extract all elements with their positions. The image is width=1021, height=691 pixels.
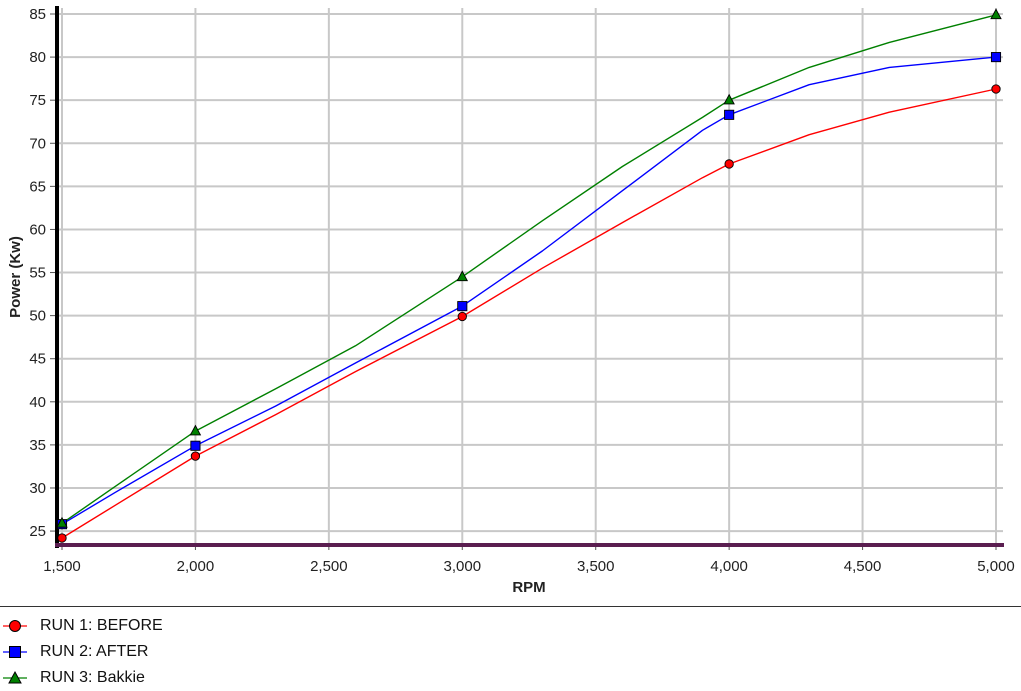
data-point-triangle [456, 270, 469, 282]
power-rpm-chart: 1,500 2,000 2,500 3,000 3,500 4,000 4,500 5,000… [0, 6, 1021, 607]
legend-item-run3[interactable]: RUN 3: Bakkie [0, 666, 400, 690]
y-tick-label: 60 [29, 221, 46, 238]
data-point-triangle [56, 516, 68, 528]
legend-item-run1[interactable]: RUN 1: BEFORE [0, 614, 400, 638]
y-tick-label: 75 [29, 92, 46, 109]
series-line-triangle [61, 14, 997, 524]
y-tick-label: 85 [29, 6, 46, 23]
x-tick-label: 4,500 [844, 558, 882, 575]
legend-label-run3: RUN 3: Bakkie [40, 669, 145, 686]
x-axis-title: RPM [512, 579, 545, 596]
data-point-circle [457, 311, 467, 322]
axes [0, 6, 1021, 607]
series-line-circle [61, 88, 997, 539]
data-point-circle [190, 451, 201, 461]
y-axis-title: Power (Kw) [7, 236, 24, 318]
legend-label-run2: RUN 2: AFTER [40, 643, 149, 660]
y-tick-label: 70 [29, 135, 46, 152]
x-tick-label: 4,000 [710, 558, 748, 575]
series-line-square [61, 56, 997, 525]
y-tick-label: 40 [29, 394, 46, 411]
y-tick-label: 80 [29, 49, 46, 66]
data-point-circle [724, 159, 734, 169]
data-point-square [724, 109, 735, 120]
legend-item-run2[interactable]: RUN 2: AFTER [0, 640, 400, 664]
legend-label-run1: RUN 1: BEFORE [40, 617, 163, 634]
legend: RUN 1: BEFORE RUN 2: AFTER RUN 3: Bakkie [0, 608, 1021, 691]
tick-labels: 1,500 2,000 2,500 3,000 3,500 4,000 4,500 5,000… [29, 6, 1014, 575]
y-tick-label: 30 [29, 480, 46, 497]
blue-square-marker-icon [3, 646, 27, 658]
y-tick-label: 50 [29, 308, 46, 325]
y-tick-label: 55 [29, 265, 46, 282]
y-tick-label: 65 [29, 178, 46, 195]
green-triangle-marker-icon [3, 670, 27, 684]
data-series [56, 8, 1002, 543]
y-tick-label: 25 [29, 523, 46, 540]
data-point-triangle [189, 424, 202, 436]
x-tick-label: 3,000 [444, 558, 482, 575]
x-tick-label: 5,000 [977, 558, 1015, 575]
data-point-circle [57, 533, 67, 543]
x-tick-label: 2,500 [310, 558, 348, 575]
data-point-square [457, 301, 468, 312]
data-point-triangle [723, 93, 735, 105]
data-point-square [990, 52, 1002, 63]
y-tick-label: 45 [29, 351, 46, 368]
y-tick-label: 35 [29, 437, 46, 454]
x-tick-label: 1,500 [43, 558, 81, 575]
x-tick-label: 2,000 [177, 558, 215, 575]
red-circle-marker-icon [3, 620, 27, 632]
x-tick-label: 3,500 [577, 558, 615, 575]
data-point-square [190, 440, 201, 451]
data-point-triangle [990, 8, 1002, 20]
data-point-circle [991, 84, 1001, 94]
